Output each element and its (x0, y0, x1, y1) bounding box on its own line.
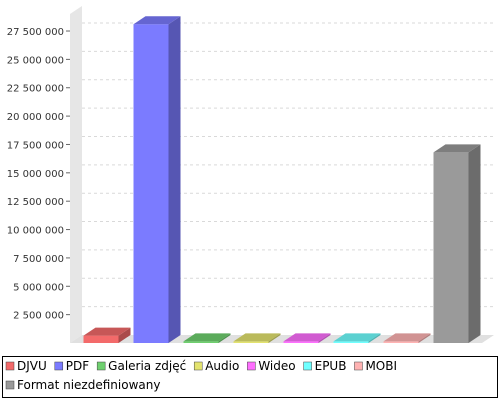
y-tick-label: 7 500 000 (13, 254, 64, 265)
bar-4 (233, 333, 281, 343)
legend-label: EPUB (315, 359, 347, 373)
bar-side (368, 333, 381, 343)
legend-item: Format niezdefiniowany (5, 378, 160, 392)
legend: DJVU PDF Galeria zdjęć Audio Wideo EPUB MOBI Fo… (2, 356, 498, 398)
y-axis-wall (70, 6, 82, 343)
bar-top (383, 333, 431, 342)
legend-label: DJVU (17, 359, 47, 373)
legend-label: Format niezdefiniowany (17, 378, 160, 392)
y-tick-label: 22 500 000 (7, 84, 64, 95)
bar-side (218, 333, 231, 343)
legend-swatch (5, 380, 15, 390)
legend-item: Audio (193, 359, 239, 373)
legend-label: MOBI (365, 359, 397, 373)
y-tick-label: 10 000 000 (7, 226, 64, 237)
y-tick-label: 5 000 000 (13, 282, 64, 293)
legend-item: EPUB (303, 359, 347, 373)
bar-5 (283, 333, 331, 343)
legend-swatch (193, 361, 203, 371)
legend-swatch (303, 361, 312, 371)
bar-front (333, 341, 369, 343)
y-tick-label: 17 500 000 (7, 140, 64, 151)
y-tick-label: 25 000 000 (7, 55, 64, 66)
legend-item: PDF (54, 359, 89, 373)
bar-2 (133, 16, 181, 343)
bar-front (133, 24, 169, 343)
bar-6 (333, 333, 381, 343)
bar-top (83, 327, 131, 336)
bar-7 (383, 333, 431, 343)
bar-8 (433, 144, 481, 343)
bar-front (183, 341, 219, 343)
bar-side (468, 144, 481, 343)
bar-side (418, 333, 431, 343)
bar-1 (83, 327, 131, 343)
bar-side (168, 16, 181, 343)
bar-top (333, 333, 381, 342)
legend-item: MOBI (354, 359, 397, 373)
y-tick-label: 2 500 000 (13, 311, 64, 322)
legend-swatch (54, 361, 64, 371)
bar-top (433, 144, 481, 153)
bar-front (433, 152, 469, 343)
bar-front (283, 341, 319, 343)
legend-swatch (247, 361, 256, 371)
legend-swatch (96, 361, 106, 371)
bar-front (83, 335, 119, 343)
bar-top (283, 333, 331, 342)
legend-item: Wideo (247, 359, 296, 373)
bar-3 (183, 333, 231, 343)
legend-item: DJVU (5, 359, 47, 373)
y-tick-label: 27 500 000 (7, 27, 64, 38)
legend-swatch (354, 361, 363, 371)
legend-label: PDF (66, 359, 89, 373)
bar-front (383, 341, 419, 343)
y-tick-label: 12 500 000 (7, 197, 64, 208)
y-tick-label: 20 000 000 (7, 112, 64, 123)
bar-top (183, 333, 231, 342)
legend-label: Wideo (258, 359, 295, 373)
bars (83, 16, 481, 343)
bar-side (118, 327, 131, 343)
bar-side (318, 333, 331, 343)
y-axis-ticks: 2 500 000 5 000 000 7 500 000 10 000 000 12 … (7, 27, 70, 322)
legend-item: Galeria zdjęć (96, 359, 186, 373)
legend-swatch (5, 361, 15, 371)
y-tick-label: 15 000 000 (7, 169, 64, 180)
bar-side (268, 333, 281, 343)
bar-front (233, 341, 269, 343)
bar-top (233, 333, 281, 342)
bar-top (133, 16, 181, 25)
legend-label: Galeria zdjęć (108, 359, 186, 373)
legend-label: Audio (205, 359, 239, 373)
